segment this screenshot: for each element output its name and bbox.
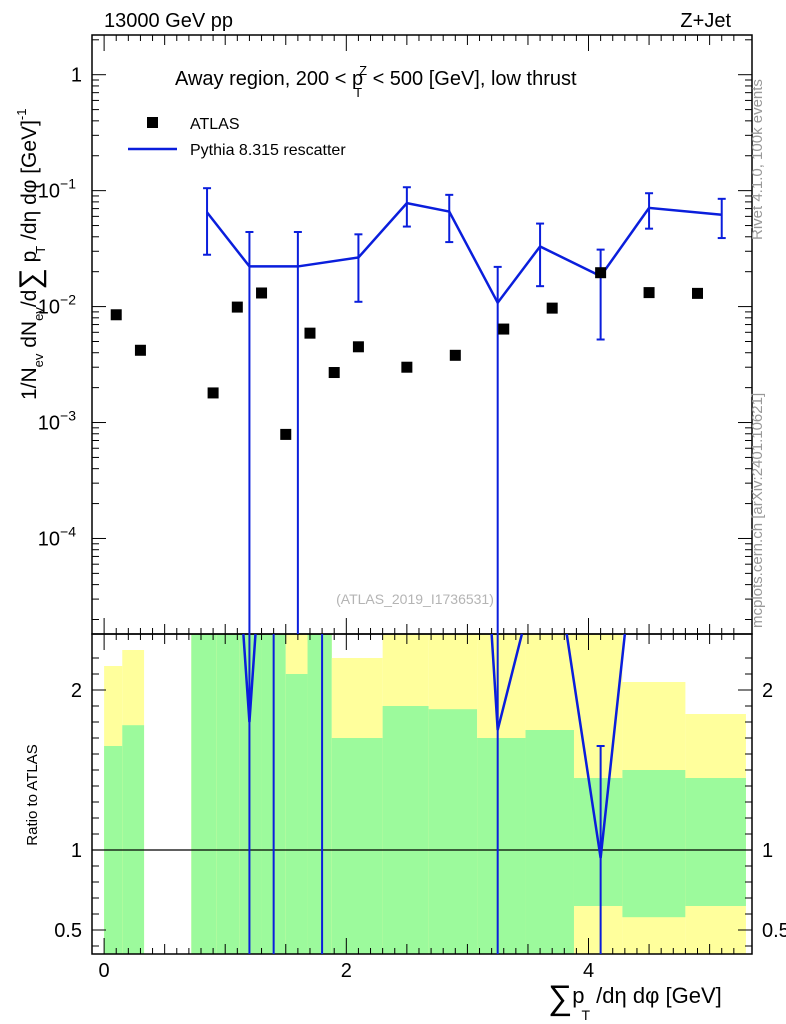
atlas-point xyxy=(449,349,461,361)
ratio-ylabel: Ratio to ATLAS xyxy=(24,744,41,845)
y-tick-label-3: 10−3 xyxy=(38,408,76,435)
atlas-point xyxy=(328,367,340,379)
atlas-point xyxy=(692,287,704,299)
green-band-4 xyxy=(239,634,262,954)
ratio-panel-frame xyxy=(91,633,753,955)
x-tick-label-2: 4 xyxy=(583,960,594,982)
ratio-y-tick-label-right-2: 2 xyxy=(762,680,773,702)
title-sup: Z xyxy=(359,63,367,78)
ylabel-e: /dη dφ [GeV] xyxy=(18,120,41,246)
atlas-point xyxy=(643,287,655,299)
chart-title: Away region, 200 < p TZ < 500 [GeV], low … xyxy=(175,63,577,100)
green-band-8 xyxy=(331,738,383,954)
green-band-3 xyxy=(216,634,240,954)
legend-pythia-label: Pythia 8.315 rescatter xyxy=(190,142,346,159)
title-part-a: Away region, 200 < p xyxy=(175,68,363,90)
rivet-label: Rivet 4.1.0, 100k events xyxy=(749,79,766,240)
axis-ticks xyxy=(92,35,752,954)
x-axis-label: ∑p T /dη dφ [GeV] xyxy=(548,979,722,1023)
y-tick-base: 10 xyxy=(38,181,60,203)
atlas-point xyxy=(304,327,316,339)
ratio-y-tick-label-right-0: 0.5 xyxy=(762,920,786,942)
legend-atlas-marker xyxy=(147,117,158,128)
atlas-point xyxy=(546,302,558,314)
ratio-uncertainty-bands xyxy=(104,634,746,954)
ylabel-t: T xyxy=(33,246,48,254)
ratio-y-tick-label-right-1: 1 xyxy=(762,840,773,862)
y-tick-exp: −4 xyxy=(60,523,76,539)
pythia-ratio-segment-1 xyxy=(490,633,524,731)
green-band-11 xyxy=(477,738,526,954)
process-label: Z+Jet xyxy=(680,10,731,32)
x-tick-label-1: 2 xyxy=(341,960,352,982)
atlas-point xyxy=(207,387,219,399)
y-tick-base: 10 xyxy=(38,413,60,435)
legend-atlas-label: ATLAS xyxy=(190,116,240,133)
atlas-point xyxy=(401,361,413,373)
ratio-y-tick-label-left-1: 1 xyxy=(71,840,82,862)
green-band-9 xyxy=(382,706,429,954)
y-tick-label-2: 10−2 xyxy=(38,292,76,319)
green-band-15 xyxy=(685,778,746,906)
y-tick-exp: −1 xyxy=(60,176,76,192)
ylabel-ev1: ev xyxy=(31,353,46,367)
pythia-ratio-series xyxy=(242,633,627,954)
pythia-ratio-segment-0 xyxy=(242,633,257,723)
x-tick-label-0: 0 xyxy=(99,960,110,982)
atlas-point xyxy=(134,344,146,356)
ylabel-ev2: ev xyxy=(31,307,46,321)
y-tick-label-0: 1 xyxy=(71,65,82,87)
y-tick-exp: −2 xyxy=(60,292,76,308)
y-tick-label-4: 10−4 xyxy=(38,523,76,550)
atlas-series xyxy=(110,267,704,440)
title-sub: T xyxy=(354,85,362,100)
energy-label: 13000 GeV pp xyxy=(104,10,233,32)
green-band-12 xyxy=(525,730,574,954)
y-tick-exp: −3 xyxy=(60,408,76,424)
atlas-point xyxy=(280,428,292,440)
atlas-point xyxy=(110,309,122,321)
green-band-14 xyxy=(622,770,686,918)
atlas-point xyxy=(595,267,607,279)
main-ylabel: 1/Nev dNev/d∑ pT /dη dφ [GeV]-1 xyxy=(14,109,48,400)
green-band-1 xyxy=(122,725,145,954)
atlas-point xyxy=(498,323,510,335)
xlabel-p: p xyxy=(572,983,584,1008)
green-band-10 xyxy=(428,709,478,954)
analysis-label: (ATLAS_2019_I1736531) xyxy=(336,591,494,607)
ylabel-b: dN xyxy=(18,321,41,354)
ratio-y-tick-label-left-0: 0.5 xyxy=(54,920,82,942)
pythia-series xyxy=(203,186,726,954)
ratio-y-tick-label-left-2: 2 xyxy=(71,680,82,702)
y-tick-base: 10 xyxy=(38,297,60,319)
title-part-b: < 500 [GeV], low thrust xyxy=(367,68,577,90)
xlabel-t: T xyxy=(582,1007,591,1023)
mcplots-label: mcplots.cern.ch [arXiv:2401.10621] xyxy=(749,393,766,628)
green-band-2 xyxy=(191,634,217,954)
y-tick-label-1: 10−1 xyxy=(38,176,76,203)
ylabel-sup: -1 xyxy=(14,109,29,121)
atlas-point xyxy=(231,301,243,313)
ylabel-d: p xyxy=(18,251,41,269)
xlabel-rest: /dη dφ [GeV] xyxy=(590,983,722,1008)
ylabel-sum: ∑ xyxy=(14,268,47,289)
ylabel-a: 1/N xyxy=(18,367,41,400)
green-band-7 xyxy=(307,634,332,954)
axis-tick-labels: 110−110−210−310−40 2 40.5 0.51 12 2 xyxy=(38,65,786,982)
atlas-point xyxy=(256,287,268,299)
ylabel-c: /d xyxy=(18,290,41,308)
xlabel-sum: ∑ xyxy=(548,979,572,1017)
atlas-point xyxy=(352,341,364,353)
y-tick-base: 10 xyxy=(38,528,60,550)
green-band-6 xyxy=(285,674,308,954)
